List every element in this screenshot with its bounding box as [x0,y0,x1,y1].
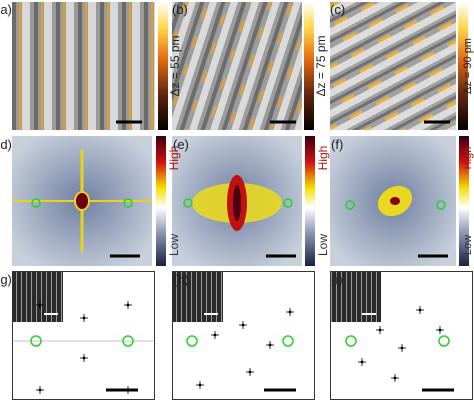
sim-row [12,271,473,400]
panel-label: (d) [0,137,12,152]
low-label: Low [316,234,330,256]
panel-label: (g) [0,272,12,287]
panel-label: (a) [0,2,12,17]
stm-row: Δz = 55 pm Δz = 75 pm Δz = 90 pm [12,2,474,130]
high-label: High [316,146,330,171]
stm-image [172,2,302,130]
low-label: Low [167,234,181,256]
panel-label: (i) [331,272,343,287]
colorbar-label: Δz = 90 pm [462,38,474,94]
colorbar [458,2,468,130]
panel-label: (e) [173,137,189,152]
panel-label: (c) [330,2,345,17]
panel-label: (f) [331,137,343,152]
stm-image [12,2,155,130]
colorbar-label: Δz = 55 pm [168,35,182,96]
stm-image [330,2,456,130]
colorbar [304,2,314,130]
colorbar [156,136,166,266]
colorbar-label: Δz = 75 pm [314,35,328,96]
panel-label: (h) [173,272,189,287]
panel-label: (b) [172,2,188,17]
high-label: High [462,147,474,170]
high-label: High [167,146,181,171]
low-label: Low [462,235,474,255]
colorbar [158,2,168,130]
colorbar [459,136,469,266]
colorbar [305,136,315,266]
fft-row: High Low High Low High Low [12,136,474,266]
